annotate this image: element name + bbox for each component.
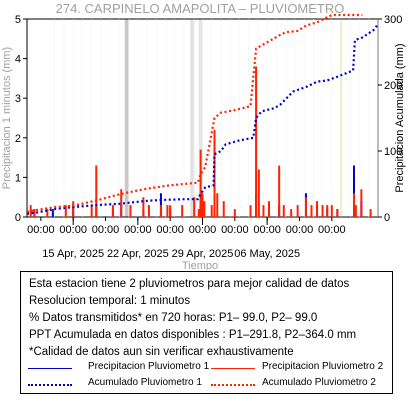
x-minor-tick-label: 00:00 <box>27 224 55 236</box>
legend-swatch-precip-p1 <box>28 368 72 369</box>
legend-label-cumul-p2: Acumulado Pluviometro 2 <box>262 377 376 388</box>
info-line-quality-note: *Calidad de datos aun sin verificar exha… <box>29 346 294 358</box>
legend-label-precip-p1: Precipitacion Pluviometro 1 <box>88 361 210 372</box>
x-minor-tick-label: 00:00 <box>286 224 314 236</box>
x-minor-tick-label: 00:00 <box>253 224 281 236</box>
x-minor-tick-label: 00:00 <box>124 224 152 236</box>
x-major-tick-label: 29 Apr, 2025 <box>172 248 234 260</box>
precipitation-chart: 274. CARPINELO AMAPOLITA – PLUVIOMETRO 0… <box>1 1 406 270</box>
legend-label-precip-p2: Precipitacion Pluviometro 2 <box>262 361 384 372</box>
y-left-tick-label: 2 <box>15 133 21 145</box>
y-left-tick-label: 1 <box>15 172 21 184</box>
y-left-tick-label: 0 <box>15 212 21 224</box>
marker-band-0 <box>124 19 129 217</box>
info-line-accumulated: PPT Acumulada en datos disponibles : P1–… <box>29 329 357 341</box>
info-line-resolution: Resolucion temporal: 1 minutos <box>29 295 191 307</box>
marker-band-1 <box>190 19 195 217</box>
cumulative-line-p1 <box>26 23 379 215</box>
x-axis-label: Tiempo <box>182 260 218 270</box>
y-left-tick-label: 4 <box>15 54 21 66</box>
chart-title: 274. CARPINELO AMAPOLITA – PLUVIOMETRO <box>56 1 345 16</box>
x-minor-tick-label: 00:00 <box>189 224 217 236</box>
legend-swatch-cumul-p2 <box>211 384 255 386</box>
legend-swatch-cumul-p1 <box>28 384 72 386</box>
x-major-tick-label: 22 Apr, 2025 <box>107 248 169 260</box>
y-left-tick-label: 3 <box>15 93 21 105</box>
legend-label-cumul-p1: Acumulado Pluviometro 1 <box>88 377 202 388</box>
legend-swatch-precip-p2 <box>211 368 255 369</box>
info-line-transmitted: % Datos transmitidos* en 720 horas: P1– … <box>29 312 318 324</box>
info-panel: Esta estacion tiene 2 pluviometros para … <box>20 271 393 394</box>
marker-band-2 <box>198 19 203 217</box>
info-line-stations: Esta estacion tiene 2 pluviometros para … <box>29 278 350 290</box>
x-major-tick-label: 06 May, 2025 <box>234 248 300 260</box>
x-minor-tick-label: 00:00 <box>59 224 87 236</box>
x-major-tick-label: 15 Apr, 2025 <box>42 248 104 260</box>
x-minor-tick-label: 00:00 <box>318 224 346 236</box>
y-axis-left-label: Precipitacion 1 minutos (mm) <box>1 47 13 189</box>
y-axis-right-label: Precipitacion Acumulada (mm) <box>394 43 406 192</box>
x-minor-tick-label: 00:00 <box>92 224 120 236</box>
cumulative-line-p2 <box>26 13 363 213</box>
x-minor-tick-label: 00:00 <box>156 224 184 236</box>
x-minor-tick-label: 00:00 <box>221 224 249 236</box>
y-right-tick-label: 200 <box>384 80 402 92</box>
y-right-tick-label: 300 <box>384 14 402 26</box>
y-right-tick-label: 100 <box>384 146 402 158</box>
y-right-tick-label: 0 <box>384 212 390 224</box>
y-left-tick-label: 5 <box>15 14 21 26</box>
